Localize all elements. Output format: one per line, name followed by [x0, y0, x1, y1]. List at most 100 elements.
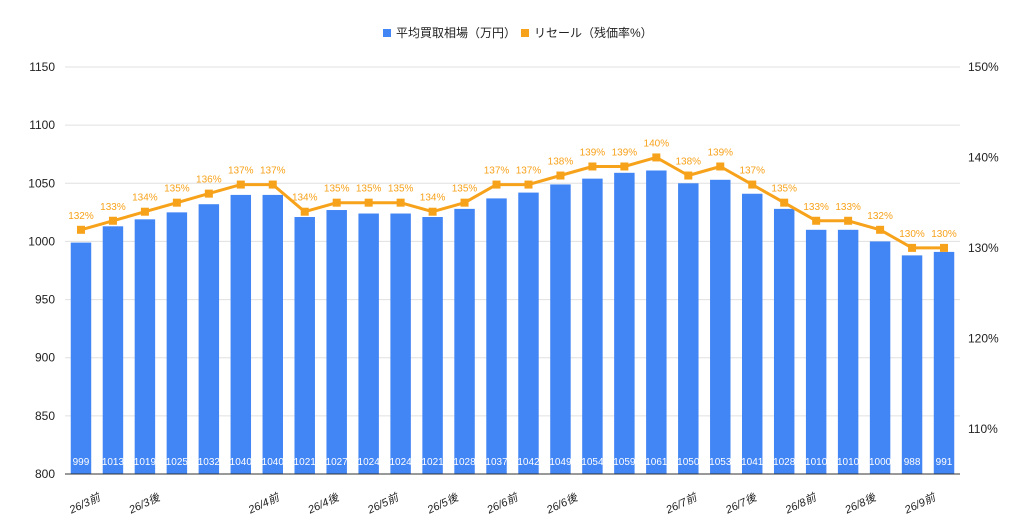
x-tick-label: 26/3前	[66, 490, 104, 517]
line-value-label: 135%	[452, 184, 478, 195]
y-right-tick-label: 140%	[968, 150, 999, 164]
line-marker	[588, 162, 597, 171]
line-marker	[684, 171, 693, 180]
bar-value-label: 1021	[294, 457, 317, 468]
line-value-label: 132%	[867, 211, 893, 222]
legend-label-bar: 平均買取相場（万円）	[396, 26, 516, 40]
line-marker	[620, 162, 629, 171]
line-value-label: 136%	[196, 175, 222, 186]
bar	[614, 172, 635, 474]
y-left-tick-label: 850	[35, 409, 55, 423]
x-tick-label: 26/4前	[245, 490, 283, 517]
line-value-label: 137%	[516, 166, 542, 177]
bar-value-labels: 999 1013 1019 1025 1032 1040 1040 1021 1027 1024 1…	[73, 457, 953, 468]
y-left-tick-label: 1050	[28, 176, 55, 190]
line-marker	[428, 207, 437, 216]
bar-value-label: 1013	[102, 457, 125, 468]
line-marker	[908, 243, 917, 252]
line-marker	[492, 180, 501, 189]
legend-swatch-bar	[383, 29, 391, 37]
bar-value-label: 1010	[837, 457, 860, 468]
line-value-label: 130%	[931, 229, 957, 240]
bar	[582, 178, 603, 475]
bar	[773, 208, 795, 474]
bar	[294, 217, 315, 474]
line-marker	[748, 180, 757, 189]
bar-value-label: 1010	[805, 457, 828, 468]
line-marker	[556, 171, 565, 180]
line-marker	[268, 180, 277, 189]
line-marker	[844, 216, 853, 225]
bar	[454, 208, 475, 474]
bar	[230, 194, 252, 474]
x-tick-label: 26/4後	[305, 491, 342, 517]
y-right-tick-label: 110%	[968, 422, 998, 436]
bar	[326, 210, 347, 474]
bar	[262, 194, 283, 474]
bar	[198, 204, 220, 474]
y-right-tick-label: 130%	[968, 241, 999, 255]
line-marker	[940, 243, 949, 252]
x-tick-label: 26/5後	[424, 491, 461, 517]
bar	[678, 183, 699, 475]
bar	[901, 255, 923, 474]
bar-value-label: 1037	[485, 457, 508, 468]
line-value-label: 135%	[164, 184, 190, 195]
x-tick-label: 26/7後	[723, 491, 760, 517]
bar-value-label: 1050	[677, 457, 700, 468]
y-right-tick-label: 150%	[968, 60, 999, 74]
line-value-label: 135%	[388, 184, 414, 195]
bar-value-label: 1040	[262, 457, 285, 468]
bar	[869, 241, 891, 474]
bar-value-label: 1032	[198, 457, 221, 468]
y-axis-right: 110% 120% 130% 140% 150%	[968, 60, 999, 436]
line-marker	[812, 216, 821, 225]
line-value-label: 139%	[580, 147, 606, 158]
bar-value-label: 1019	[134, 457, 157, 468]
y-left-tick-label: 1150	[29, 60, 55, 74]
bar	[422, 217, 443, 474]
bar	[518, 192, 539, 475]
bar-value-label: 1024	[390, 457, 413, 468]
bar	[550, 184, 571, 474]
line-marker	[300, 207, 309, 216]
line-value-label: 138%	[548, 157, 574, 168]
line-marker	[780, 198, 789, 207]
bar	[134, 219, 156, 474]
line-value-label: 140%	[644, 138, 670, 149]
line-marker	[396, 198, 405, 207]
y-left-tick-label: 1100	[29, 118, 55, 132]
bar-value-label: 999	[73, 457, 90, 468]
line-marker	[364, 198, 373, 207]
x-tick-label: 26/3後	[126, 491, 163, 517]
bar	[390, 213, 411, 474]
line-value-label: 139%	[707, 147, 733, 158]
y-right-tick-label: 120%	[968, 331, 999, 345]
bar	[486, 198, 507, 474]
y-left-tick-label: 900	[35, 351, 55, 365]
line-value-label: 133%	[100, 202, 126, 213]
bar-value-label: 1000	[869, 457, 892, 468]
bar-value-label: 1042	[517, 457, 540, 468]
bar	[805, 229, 827, 474]
line-marker	[460, 198, 469, 207]
line-marker	[172, 198, 181, 207]
y-axis-left: 800 850 900 950 1000 1050 1100 1150	[28, 60, 55, 481]
line-marker	[652, 153, 661, 162]
bar-value-label: 1027	[326, 457, 349, 468]
legend: 平均買取相場（万円） リセール（残価率%）	[383, 25, 653, 40]
bar	[102, 226, 124, 474]
line-marker	[716, 162, 725, 171]
bar	[933, 251, 955, 474]
legend-swatch-line	[521, 29, 529, 37]
legend-label-line: リセール（残価率%）	[534, 25, 653, 40]
line-series	[76, 153, 949, 252]
bar-value-label: 1061	[645, 457, 668, 468]
x-tick-label: 26/9前	[902, 490, 940, 517]
line-marker	[332, 198, 341, 207]
bar-value-label: 1041	[741, 457, 764, 468]
line-value-label: 139%	[612, 147, 638, 158]
bar-value-label: 1028	[453, 457, 476, 468]
bar-value-label: 988	[904, 457, 921, 468]
